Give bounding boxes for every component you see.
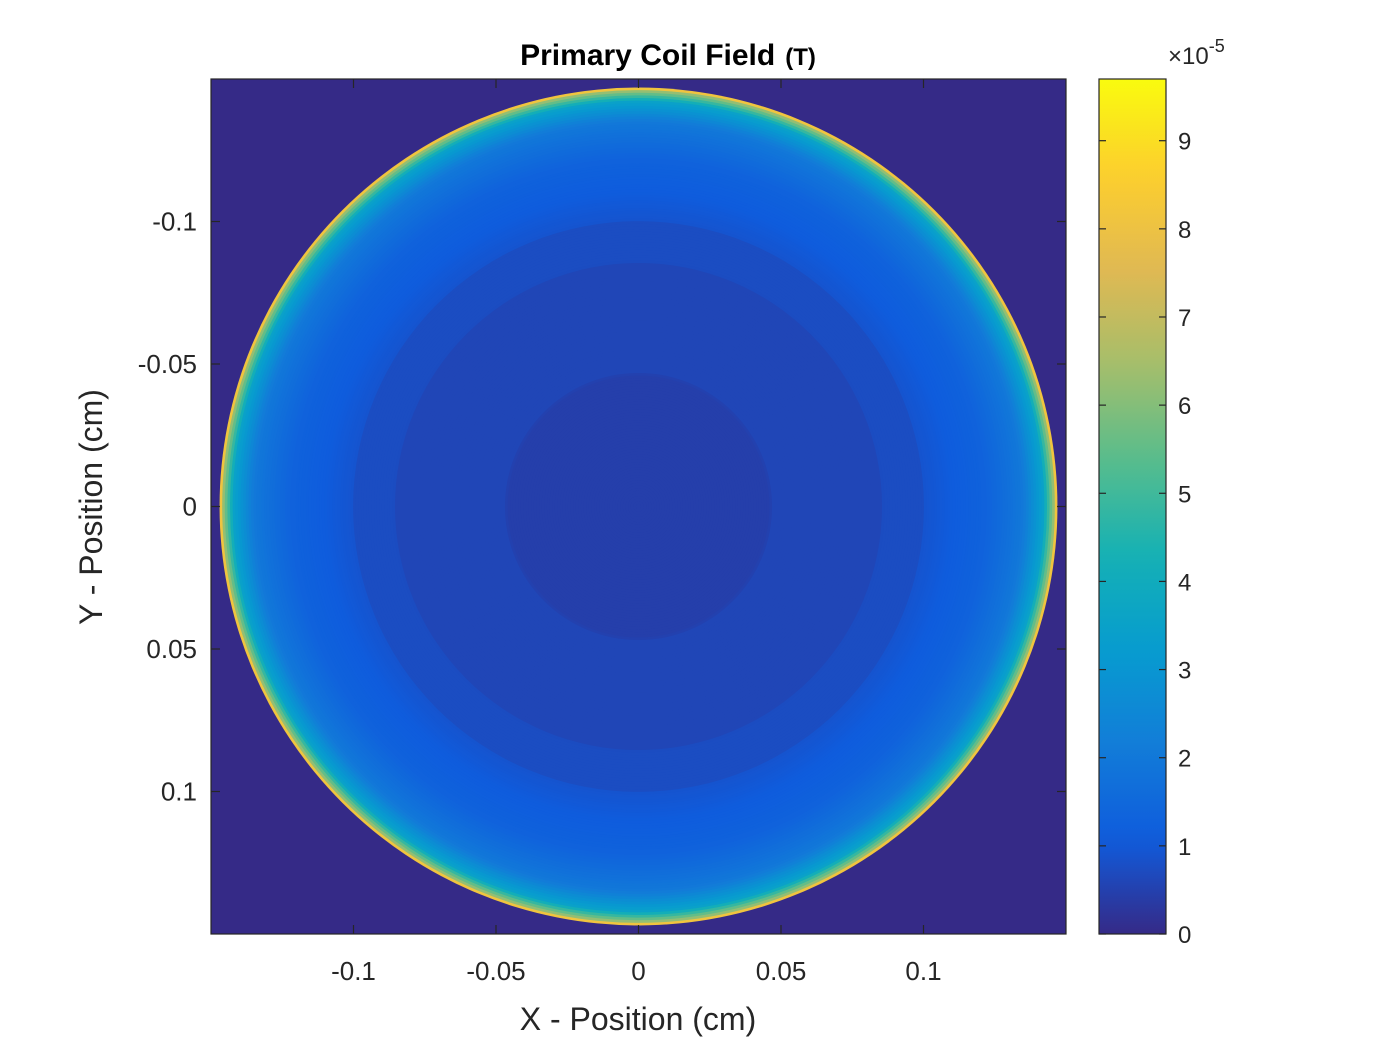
y-tick-label: -0.1	[152, 207, 197, 237]
colorbar-tick-label: 0	[1178, 922, 1191, 949]
y-tick-label: 0.05	[146, 634, 197, 664]
heatmap-plot-area	[211, 79, 1066, 934]
y-tick-label: -0.05	[138, 349, 197, 379]
colorbar: 0 1 2 3 4 5 6 7 8 9 ×10-5	[1098, 36, 1225, 949]
colorbar-tick-label: 9	[1178, 129, 1191, 156]
field-rings	[219, 87, 1058, 926]
colorbar-tick-label: 2	[1178, 746, 1191, 773]
colorbar-exponent: ×10-5	[1168, 36, 1225, 70]
colorbar-box	[1098, 78, 1167, 935]
x-axis-ticks: -0.1 -0.05 0 0.05 0.1	[331, 79, 942, 986]
x-tick-label: 0.05	[756, 956, 807, 986]
colorbar-tick-label: 5	[1178, 481, 1191, 508]
colorbar-tick-label: 3	[1178, 658, 1191, 685]
colorbar-tick-label: 8	[1178, 217, 1191, 244]
y-tick-label: 0	[183, 492, 197, 522]
x-tick-label: -0.1	[331, 956, 376, 986]
colorbar-exponent-base: ×10	[1168, 43, 1209, 70]
colorbar-exponent-power: -5	[1209, 36, 1225, 56]
colorbar-tick-label: 1	[1178, 834, 1191, 861]
chart-title-unit: (T)	[785, 44, 816, 71]
chart-title: Primary Coil Field (T)	[520, 39, 816, 72]
colorbar-ticks: 0 1 2 3 4 5 6 7 8 9	[1099, 129, 1191, 949]
colorbar-tick-label: 4	[1178, 569, 1191, 596]
colorbar-tick-label: 6	[1178, 393, 1191, 420]
y-tick-label: 0.1	[161, 777, 197, 807]
colorbar-gradient	[1099, 79, 1166, 934]
field-ring	[635, 503, 642, 510]
y-axis-ticks: -0.1 -0.05 0 0.05 0.1	[138, 207, 1066, 807]
x-tick-label: -0.05	[466, 956, 525, 986]
x-tick-label: 0	[631, 956, 645, 986]
chart-title-main: Primary Coil Field	[520, 39, 775, 72]
x-axis-label: X - Position (cm)	[520, 1001, 756, 1037]
colorbar-tick-label: 7	[1178, 305, 1191, 332]
y-axis-label: Y - Position (cm)	[73, 389, 109, 625]
x-tick-label: 0.1	[905, 956, 941, 986]
